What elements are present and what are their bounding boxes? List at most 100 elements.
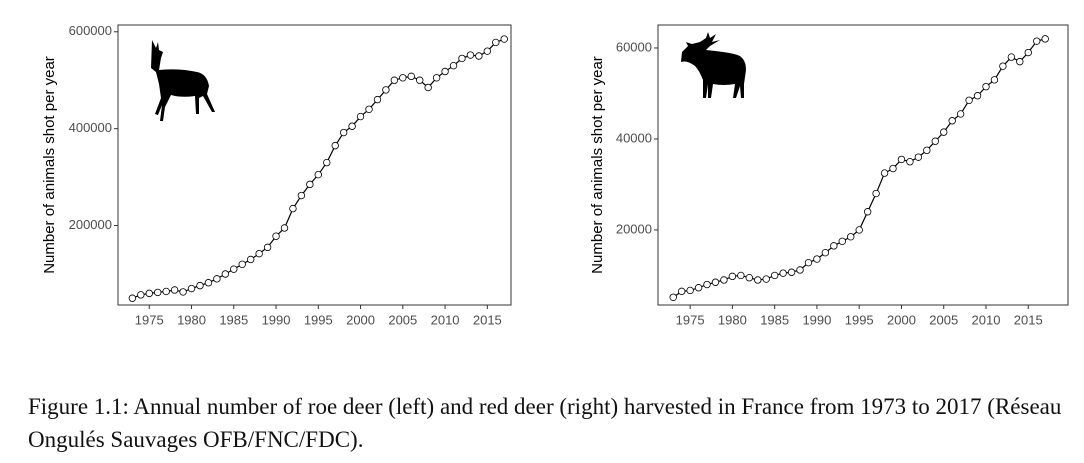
data-point <box>416 76 424 84</box>
y-tick-label: 200000 <box>69 217 112 232</box>
data-point <box>221 270 230 278</box>
data-point <box>238 260 246 269</box>
data-point <box>475 52 483 60</box>
data-point <box>804 258 813 267</box>
data-point <box>399 74 407 82</box>
data-point <box>128 294 137 302</box>
data-point <box>314 170 323 179</box>
data-point <box>948 117 956 125</box>
data-point <box>432 74 441 82</box>
data-point <box>272 232 280 240</box>
data-point <box>382 86 390 94</box>
data-point <box>390 76 399 84</box>
data-point <box>677 287 686 296</box>
data-point <box>796 266 804 274</box>
data-point <box>441 67 449 76</box>
data-point <box>754 276 762 284</box>
data-point <box>1007 53 1016 61</box>
data-point <box>162 287 170 296</box>
data-point <box>711 278 720 286</box>
data-point <box>196 281 204 290</box>
data-point <box>466 51 475 59</box>
x-tick-label: 2000 <box>346 312 375 327</box>
data-point <box>880 169 889 177</box>
x-tick-label: 2015 <box>1014 312 1043 327</box>
x-tick-label: 1980 <box>718 312 747 327</box>
data-point <box>745 274 753 282</box>
x-tick-label: 1995 <box>304 312 333 327</box>
data-point <box>906 158 914 166</box>
data-point <box>762 275 770 283</box>
data-point <box>458 54 466 63</box>
data-point <box>356 112 365 121</box>
data-point <box>813 255 821 263</box>
data-point <box>331 141 339 150</box>
data-point <box>737 271 745 280</box>
data-point <box>863 208 872 216</box>
data-point <box>323 158 331 167</box>
red-deer-icon <box>681 32 746 98</box>
data-point <box>914 153 923 161</box>
x-tick-label: 2010 <box>972 312 1001 327</box>
data-point <box>982 82 990 91</box>
x-tick-label: 1975 <box>135 312 164 327</box>
data-point <box>424 83 432 92</box>
data-point <box>213 275 221 283</box>
data-point <box>830 242 838 250</box>
data-point <box>931 137 939 145</box>
data-point <box>170 286 179 294</box>
x-tick-label: 1995 <box>845 312 874 327</box>
data-point <box>990 76 999 84</box>
data-point <box>230 265 238 273</box>
x-tick-label: 2000 <box>887 312 916 327</box>
plot-frame <box>657 24 1069 306</box>
data-point <box>137 291 145 299</box>
x-tick-label: 2005 <box>388 312 417 327</box>
data-point <box>1033 37 1041 45</box>
y-axis-label: Number of animals shot per year <box>41 56 58 274</box>
data-point <box>720 276 728 284</box>
x-tick-label: 2015 <box>473 312 502 327</box>
data-point <box>348 122 356 130</box>
data-point <box>407 72 415 81</box>
data-point <box>1016 57 1024 66</box>
data-point <box>956 110 965 118</box>
data-point <box>821 248 830 257</box>
data-point <box>872 189 880 198</box>
data-point <box>923 146 931 155</box>
data-point <box>187 284 196 293</box>
data-point <box>145 289 153 298</box>
x-tick-label: 1975 <box>676 312 705 327</box>
data-point <box>179 288 187 296</box>
data-point <box>999 62 1007 70</box>
x-tick-label: 1985 <box>760 312 789 327</box>
roe-deer-icon <box>151 40 215 121</box>
data-point <box>1041 35 1049 43</box>
y-axis-label: Number of animals shot per year <box>589 56 606 274</box>
y-tick-label: 40000 <box>616 130 652 145</box>
data-point <box>728 272 737 281</box>
x-tick-label: 2010 <box>431 312 460 327</box>
plot-frame <box>117 24 512 306</box>
data-point <box>838 237 846 246</box>
data-point <box>694 284 703 292</box>
data-point <box>940 128 948 136</box>
data-point <box>703 280 711 289</box>
data-point <box>965 96 973 104</box>
data-point <box>787 268 796 276</box>
y-tick-label: 600000 <box>69 23 112 38</box>
data-point <box>246 255 255 264</box>
x-tick-label: 2005 <box>929 312 958 327</box>
data-point <box>855 226 863 234</box>
data-point <box>492 38 500 47</box>
y-tick-label: 20000 <box>616 221 652 236</box>
charts: 200000 400000 600000 1975 1980 1985 1990 1995 20… <box>41 23 1069 327</box>
data-point <box>255 249 263 258</box>
data-point <box>483 47 492 55</box>
data-point <box>686 286 694 295</box>
data-point <box>500 35 508 43</box>
data-point <box>973 92 982 100</box>
data-point <box>365 105 373 113</box>
data-point <box>449 61 458 70</box>
